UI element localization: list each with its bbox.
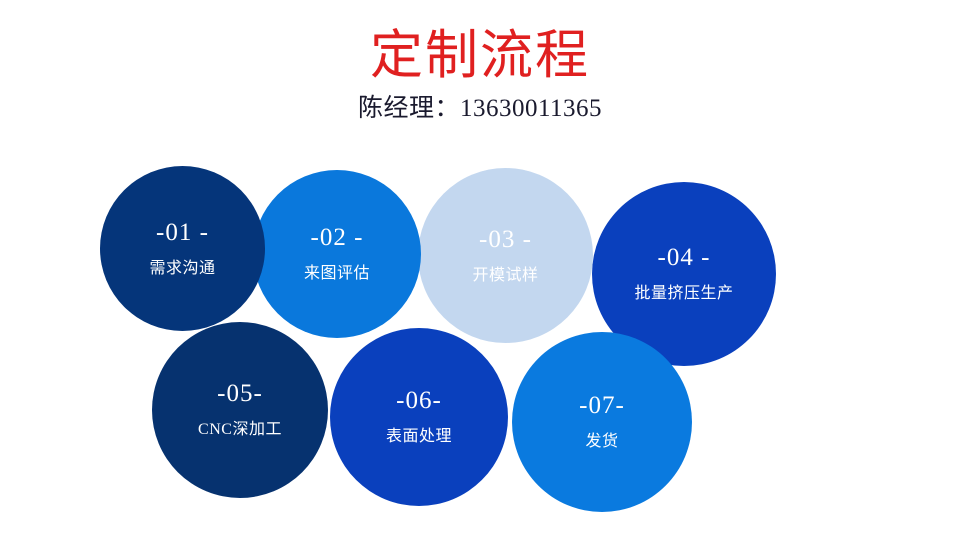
step-number: -07- [579,392,625,419]
step-number: -05- [217,380,263,407]
step-number: -03 - [479,225,532,253]
step-label: 来图评估 [303,265,370,282]
step-label: 发货 [585,433,619,450]
process-step-01[interactable]: -01 - 需求沟通 [100,166,265,331]
step-number: -02 - [310,224,364,251]
process-step-03[interactable]: -03 - 开模试样 [418,168,593,343]
step-number: -01 - [156,218,209,246]
process-step-06[interactable]: -06- 表面处理 [330,328,508,506]
process-step-05[interactable]: -05- CNC深加工 [152,322,328,498]
contact-subtitle: 陈经理：13630011365 [357,95,603,122]
step-label: 开模试样 [472,266,539,284]
step-label: CNC深加工 [198,421,282,438]
slide-header: 定制流程 陈经理：13630011365 [0,26,960,125]
process-step-02[interactable]: -02 - 来图评估 [253,170,421,338]
step-label: 批量挤压生产 [634,285,734,302]
step-number: -06- [396,387,442,414]
page-title: 定制流程 [370,27,590,85]
step-label: 需求沟通 [149,259,216,277]
step-number: -04 - [657,244,711,271]
step-label: 表面处理 [385,428,452,445]
process-step-07[interactable]: -07- 发货 [512,332,692,512]
